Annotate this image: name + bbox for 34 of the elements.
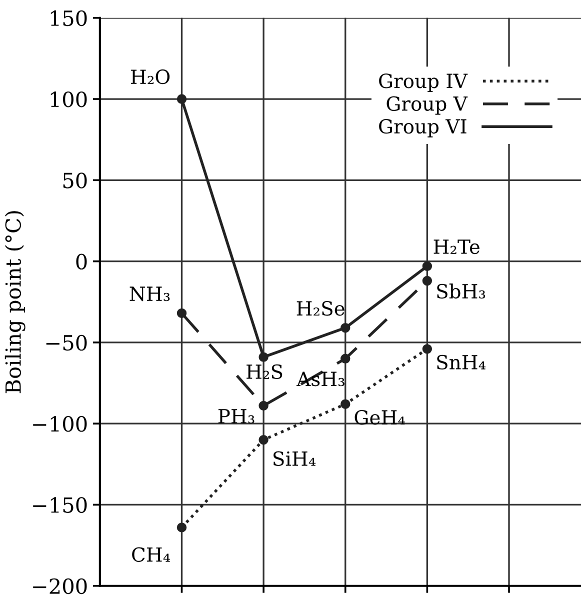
y-tick-label: 50 <box>63 172 87 188</box>
point <box>258 352 268 362</box>
annotation: GeH₄ <box>354 410 405 425</box>
point <box>422 261 432 272</box>
legend-label: Group VI <box>379 118 466 138</box>
point <box>176 522 187 532</box>
y-tick-label: −150 <box>33 497 87 513</box>
y-tick-label: −50 <box>46 334 87 351</box>
point <box>258 434 268 445</box>
y-tick-label: −100 <box>33 416 87 432</box>
point <box>340 322 350 333</box>
annotation: CH₄ <box>132 547 170 562</box>
annotation: SiH₄ <box>274 451 316 466</box>
annotation: H₂O <box>131 69 170 84</box>
point <box>422 276 432 286</box>
annotation: H₂Te <box>434 240 480 254</box>
point <box>422 344 432 354</box>
y-tick-label: −200 <box>33 578 87 594</box>
point <box>258 400 268 411</box>
y-tick-label: 0 <box>76 254 87 270</box>
point <box>340 354 350 364</box>
annotation: PH₃ <box>218 409 254 424</box>
point <box>176 308 187 318</box>
annotation: SbH₃ <box>437 284 486 299</box>
annotation: H₂Se <box>296 301 344 316</box>
annotation: SnH₄ <box>437 354 486 370</box>
y-tick-label: 150 <box>50 10 87 26</box>
point <box>340 399 350 409</box>
annotation: NH₃ <box>130 286 170 302</box>
y-tick-label: 100 <box>50 91 87 108</box>
y-axis-title: Boiling point (°C) <box>4 211 26 394</box>
point <box>176 94 187 104</box>
legend-label: Group V <box>386 96 468 115</box>
legend-label: Group IV <box>379 74 468 92</box>
